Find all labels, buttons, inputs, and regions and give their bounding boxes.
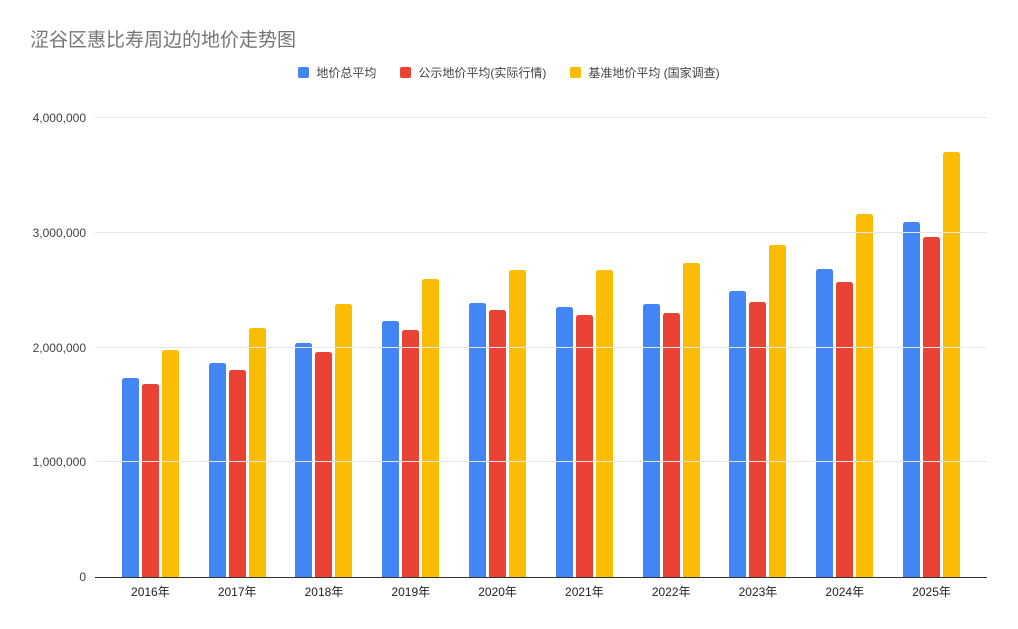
chart-title: 涩谷区惠比寿周边的地价走势图: [30, 30, 297, 51]
bar[interactable]: [402, 330, 420, 577]
legend-label: 地价总平均: [316, 66, 377, 80]
chart-legend: 地价总平均 公示地价平均(实际行情) 基准地价平均 (国家调查): [0, 64, 1018, 81]
x-axis-tick-label: 2019年: [391, 585, 431, 599]
gridline: [95, 117, 987, 118]
bar[interactable]: [642, 303, 660, 577]
x-axis-tick-label: 2023年: [738, 585, 778, 599]
gridline: [95, 346, 987, 348]
y-axis-tick-label: 1,000,000: [32, 455, 86, 470]
gridline: [95, 231, 987, 233]
y-axis-tick-label: 0: [79, 570, 86, 584]
bar[interactable]: [382, 321, 400, 577]
bar[interactable]: [769, 245, 787, 577]
x-axis-tick-label: 2017年: [217, 585, 257, 599]
bar[interactable]: [595, 270, 613, 577]
legend-swatch-icon: [298, 67, 310, 78]
bar[interactable]: [422, 279, 440, 577]
bar-groups: [95, 118, 987, 577]
legend-item: 公示地价平均(实际行情): [400, 64, 546, 81]
bar-group: [294, 118, 354, 577]
bar[interactable]: [903, 221, 921, 577]
x-axis-tick-label: 2021年: [565, 585, 604, 599]
bar-group: [207, 118, 267, 577]
bar[interactable]: [662, 313, 680, 577]
bar-group: [468, 118, 528, 577]
x-axis-tick-label: 2022年: [651, 585, 691, 599]
x-axis-tick-label: 2020年: [478, 585, 517, 599]
bar[interactable]: [836, 282, 854, 577]
x-axis-tick-label: 2018年: [304, 585, 344, 599]
legend-item: 地价总平均: [298, 64, 376, 81]
bar-group: [381, 118, 441, 577]
x-axis-tick-label: 2025年: [912, 585, 951, 599]
gridline: [95, 461, 987, 463]
bar[interactable]: [208, 363, 226, 577]
bar[interactable]: [315, 352, 333, 577]
x-axis-tick-label: 2024年: [825, 585, 865, 599]
bar[interactable]: [489, 310, 507, 577]
bar[interactable]: [469, 302, 487, 577]
x-axis-tick-label: 2016年: [131, 585, 170, 599]
bar-group: [120, 118, 180, 577]
bar[interactable]: [816, 269, 834, 577]
bar[interactable]: [121, 377, 139, 577]
y-axis-tick-label: 4,000,000: [32, 111, 86, 125]
bar[interactable]: [943, 152, 961, 577]
legend-swatch-icon: [570, 67, 582, 78]
bar[interactable]: [509, 270, 527, 577]
legend-label: 公示地价平均(实际行情): [418, 66, 547, 80]
bar[interactable]: [729, 291, 747, 577]
y-axis-tick-label: 3,000,000: [32, 225, 86, 240]
bar-group: [554, 118, 614, 577]
bar-group: [728, 118, 788, 577]
y-axis-tick-label: 2,000,000: [32, 340, 86, 355]
legend-swatch-icon: [400, 67, 412, 78]
bar[interactable]: [923, 237, 941, 577]
bar[interactable]: [856, 214, 874, 577]
legend-label: 基准地价平均 (国家调查): [588, 66, 720, 80]
bar-group: [815, 118, 875, 577]
bar[interactable]: [555, 307, 573, 577]
plot-area: [95, 117, 987, 578]
bar-group: [902, 118, 962, 577]
bar[interactable]: [228, 370, 246, 577]
bar[interactable]: [141, 383, 159, 577]
bar[interactable]: [575, 314, 593, 577]
legend-item: 基准地价平均 (国家调查): [570, 64, 720, 81]
bar[interactable]: [295, 343, 313, 577]
bar[interactable]: [749, 301, 767, 577]
bar[interactable]: [682, 262, 700, 577]
bar[interactable]: [248, 328, 266, 577]
bar-group: [641, 118, 701, 577]
x-axis-labels: 2016年 2017年 2018年 2019年 2020年 2021年 2022年 2023年…: [95, 583, 987, 600]
bar[interactable]: [161, 349, 179, 577]
bar[interactable]: [335, 303, 353, 577]
